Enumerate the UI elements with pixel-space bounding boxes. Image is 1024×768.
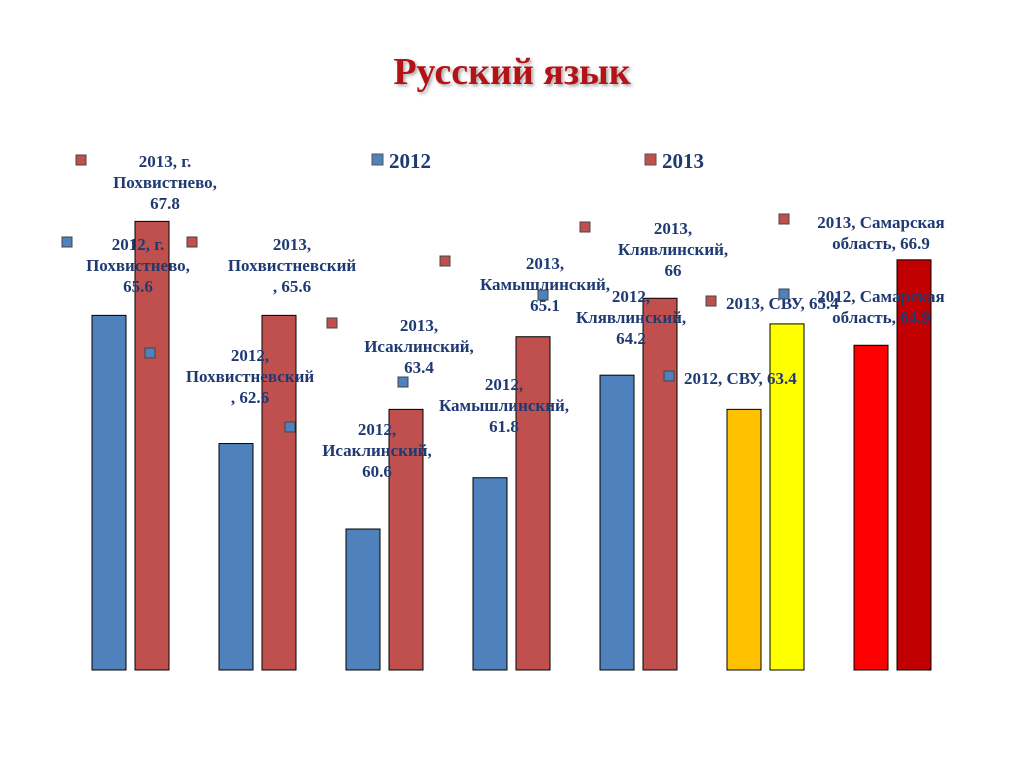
bar-2013-2 <box>388 408 424 671</box>
bar-2013-0 <box>134 220 170 671</box>
bar-2013-6 <box>896 259 932 671</box>
data-label-2012-5: 2012, СВУ, 63.4 <box>684 369 797 388</box>
bar-2012-0 <box>91 314 127 671</box>
data-label-marker-2012-6 <box>778 288 790 300</box>
bar-2012-3 <box>472 477 508 671</box>
data-label-marker-2012-2 <box>284 421 296 433</box>
data-label-marker-2012-0 <box>61 236 73 248</box>
bar-2013-5 <box>769 323 805 671</box>
bar-2012-5 <box>726 408 762 671</box>
data-label-2013-4: 2013, Клявлинский, 66 <box>618 219 728 280</box>
data-label-marker-2012-1 <box>144 347 156 359</box>
data-label-2013-6: 2013, Самарская область, 66.9 <box>817 213 944 253</box>
data-label-2012-2: 2012, Исаклинский, 60.6 <box>322 420 432 481</box>
data-label-marker-2013-4 <box>579 221 591 233</box>
legend-marker-2012 <box>371 153 384 166</box>
data-label-2012-1: 2012, Похвистневский, 62.6 <box>186 346 315 407</box>
legend-label-2013: 2013 <box>662 149 704 173</box>
legend-label-2012: 2012 <box>389 149 431 173</box>
legend-marker-2013 <box>644 153 657 166</box>
data-label-2013-3: 2013, Камышлинский, 65.1 <box>480 254 610 315</box>
data-label-2012-3: 2012, Камышлинский, 61.8 <box>439 375 569 436</box>
bar-2013-3 <box>515 336 551 671</box>
bar-2012-4 <box>599 374 635 671</box>
data-label-marker-2013-1 <box>186 236 198 248</box>
data-label-2013-2: 2013, Исаклинский, 63.4 <box>364 316 474 377</box>
data-label-2013-5: 2013, СВУ, 65.4 <box>726 294 839 313</box>
data-label-2013-1: 2013, Похвистневский, 65.6 <box>228 235 357 296</box>
data-label-marker-2013-0 <box>75 154 87 166</box>
data-label-marker-2013-5 <box>705 295 717 307</box>
data-label-marker-2012-4 <box>537 289 549 301</box>
bar-2013-4 <box>642 297 678 671</box>
bar-2013-1 <box>261 314 297 671</box>
data-label-marker-2012-3 <box>397 376 409 388</box>
chart-title: Русский язык <box>393 51 631 93</box>
bar-2012-2 <box>345 528 381 671</box>
data-label-marker-2013-3 <box>439 255 451 267</box>
data-label-2012-6: 2012, Самарская область, 64.9 <box>817 287 944 327</box>
data-label-marker-2013-2 <box>326 317 338 329</box>
bar-2012-6 <box>853 344 889 671</box>
data-label-2013-0: 2013, г. Похвистнево, 67.8 <box>113 152 217 213</box>
data-label-marker-2012-5 <box>663 370 675 382</box>
data-label-2012-0: 2012, г. Похвистнево, 65.6 <box>86 235 190 296</box>
bar-2012-1 <box>218 443 254 671</box>
data-label-marker-2013-6 <box>778 213 790 225</box>
data-label-2012-4: 2012, Клявлинский, 64.2 <box>576 287 686 348</box>
